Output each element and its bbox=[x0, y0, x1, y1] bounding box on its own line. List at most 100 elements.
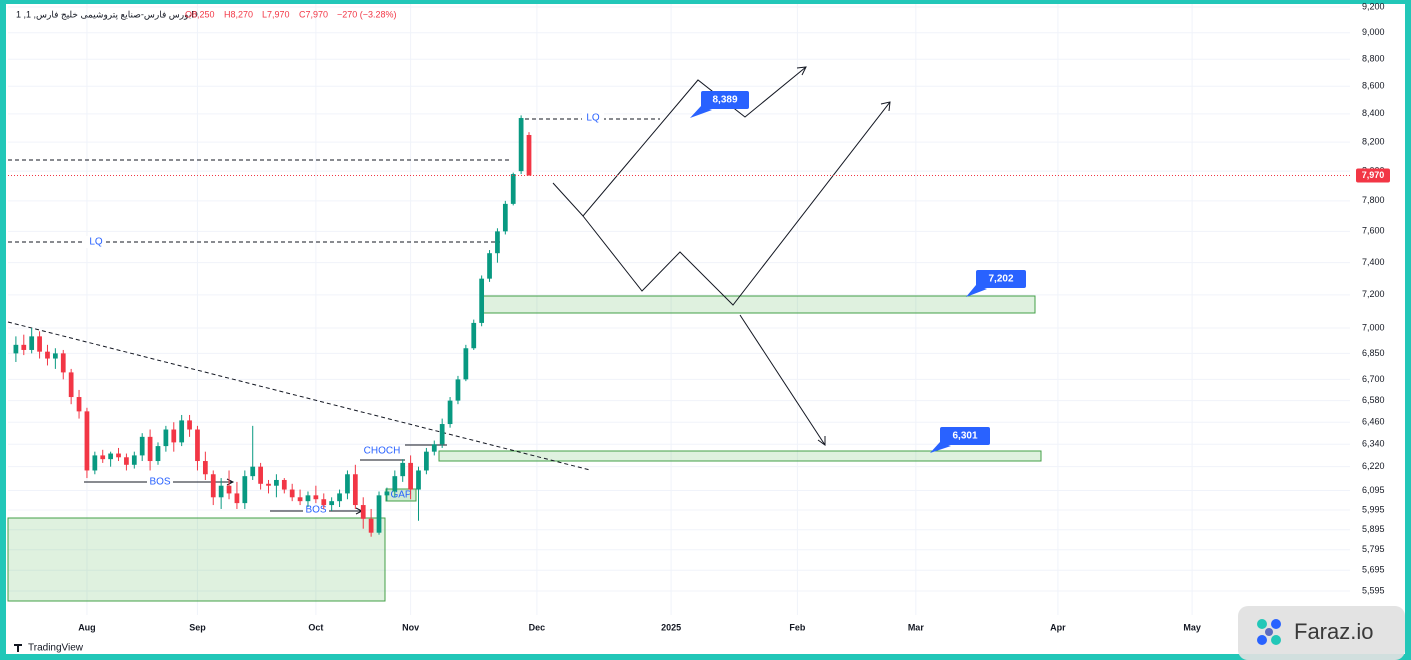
candle-body bbox=[29, 336, 35, 350]
candle-body bbox=[52, 353, 58, 359]
candle-body bbox=[431, 444, 437, 452]
y-tick-label: 7,600 bbox=[1362, 226, 1385, 236]
x-tick-label: Mar bbox=[908, 622, 925, 632]
grid bbox=[8, 4, 1350, 615]
candle-body bbox=[487, 253, 492, 279]
choch-label: CHOCH bbox=[364, 446, 401, 457]
callout-text: 7,202 bbox=[988, 274, 1013, 285]
arrow-head bbox=[796, 66, 807, 76]
ohlc-low: L7,970 bbox=[262, 9, 290, 19]
label-bg bbox=[582, 113, 604, 125]
candle-body bbox=[250, 466, 256, 477]
candle-body bbox=[352, 474, 358, 506]
x-tick-label: Oct bbox=[308, 622, 323, 632]
candle-body bbox=[13, 344, 19, 354]
candle-body bbox=[510, 174, 516, 204]
watermark: Faraz.io bbox=[1294, 619, 1373, 644]
brand: TradingView bbox=[28, 643, 84, 654]
scenario-path bbox=[552, 66, 807, 217]
lq-label: LQ bbox=[586, 113, 600, 124]
candle-body bbox=[100, 455, 106, 460]
brand-logo bbox=[14, 644, 22, 652]
candle-body bbox=[305, 495, 311, 502]
scenario-path bbox=[582, 101, 891, 306]
candle-body bbox=[60, 353, 66, 373]
candle-body bbox=[266, 483, 271, 486]
lq-label: LQ bbox=[89, 237, 103, 248]
candle-body bbox=[195, 429, 200, 462]
last-price-tag bbox=[1356, 168, 1390, 183]
y-tick-label: 6,220 bbox=[1362, 461, 1385, 471]
candle-body bbox=[329, 501, 335, 506]
watermark-box bbox=[1238, 606, 1405, 660]
candle-body bbox=[479, 278, 485, 323]
candle-body bbox=[376, 495, 382, 533]
x-tick-label: Apr bbox=[1050, 622, 1066, 632]
candle-body bbox=[76, 397, 82, 412]
callout bbox=[701, 91, 749, 109]
demand-zone bbox=[7, 517, 386, 602]
x-tick-label: Feb bbox=[789, 622, 806, 632]
y-tick-label: 5,795 bbox=[1362, 544, 1385, 554]
candle-body bbox=[400, 462, 406, 477]
candle-body bbox=[68, 372, 74, 398]
ohlc-change: −270 (−3.28%) bbox=[337, 9, 397, 19]
candles bbox=[13, 115, 532, 537]
candle-body bbox=[455, 379, 461, 401]
candle-body bbox=[179, 420, 185, 443]
candle-body bbox=[187, 420, 192, 430]
candle-body bbox=[21, 344, 27, 350]
candle-body bbox=[124, 457, 129, 465]
candle-body bbox=[471, 322, 477, 349]
x-tick-label: May bbox=[1183, 622, 1201, 632]
candle-body bbox=[274, 479, 279, 486]
y-tick-label: 5,895 bbox=[1362, 524, 1385, 534]
y-tick-label: 7,400 bbox=[1362, 257, 1385, 267]
candle-body bbox=[210, 474, 216, 498]
label-bg bbox=[147, 476, 173, 488]
y-tick-label: 8,600 bbox=[1362, 81, 1385, 91]
bos-label: BOS bbox=[149, 477, 170, 488]
candle-body bbox=[37, 336, 42, 352]
y-tick-label: 6,340 bbox=[1362, 439, 1385, 449]
y-tick-label: 9,000 bbox=[1362, 27, 1385, 37]
candle-body bbox=[116, 453, 121, 458]
callout-text: 8,389 bbox=[712, 95, 737, 106]
ohlc-open: O8,250 bbox=[185, 9, 215, 19]
candle-body bbox=[345, 474, 350, 494]
candle-body bbox=[108, 453, 113, 460]
callout bbox=[976, 270, 1026, 288]
x-tick-label: Sep bbox=[189, 622, 206, 632]
y-tick-label: 6,460 bbox=[1362, 417, 1385, 427]
y-tick-label: 5,695 bbox=[1362, 565, 1385, 575]
y-tick-label: 5,995 bbox=[1362, 504, 1385, 514]
support-zone bbox=[480, 295, 1036, 314]
label-bg bbox=[84, 236, 106, 248]
y-tick-label: 8,800 bbox=[1362, 54, 1385, 64]
candle-body bbox=[45, 351, 50, 359]
scenario-path bbox=[739, 314, 826, 446]
candle-body bbox=[360, 505, 366, 519]
candle-body bbox=[392, 476, 398, 492]
candle-body bbox=[289, 489, 295, 498]
y-tick-label: 5,595 bbox=[1362, 585, 1385, 595]
y-tick-label: 7,000 bbox=[1362, 322, 1385, 332]
y-tick-label: 6,850 bbox=[1362, 348, 1385, 358]
candle-body bbox=[368, 518, 374, 533]
candle-body bbox=[131, 455, 137, 465]
candle-body bbox=[226, 485, 232, 494]
x-tick-label: Nov bbox=[402, 622, 419, 632]
y-tick-label: 6,580 bbox=[1362, 395, 1385, 405]
candle-body bbox=[202, 461, 208, 475]
y-tick-label: 6,095 bbox=[1362, 485, 1385, 495]
x-tick-label: 2025 bbox=[661, 622, 681, 632]
candle-body bbox=[92, 455, 98, 471]
candle-body bbox=[234, 493, 240, 504]
y-tick-label: 7,800 bbox=[1362, 195, 1385, 205]
y-tick-label: 8,200 bbox=[1362, 137, 1385, 147]
trend-line bbox=[7, 321, 591, 471]
candle-body bbox=[155, 446, 161, 462]
candle-body bbox=[242, 476, 248, 504]
y-tick-label: 7,200 bbox=[1362, 289, 1385, 299]
